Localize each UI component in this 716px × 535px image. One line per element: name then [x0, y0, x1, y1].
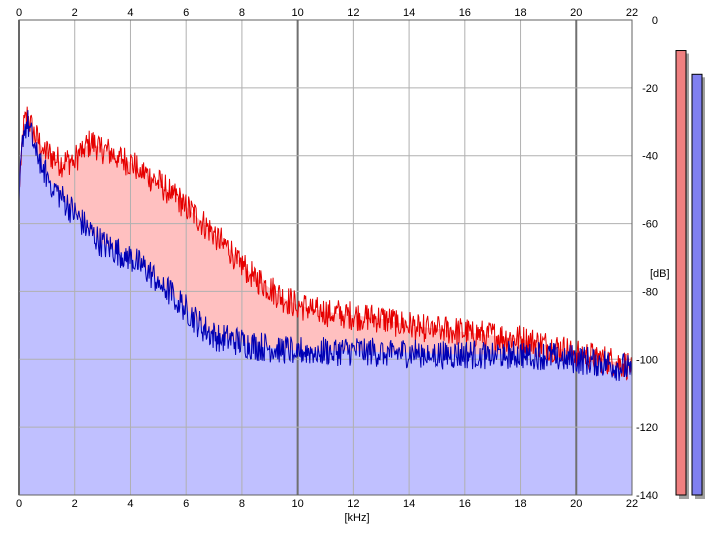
x-tick-label-top: 16: [459, 7, 471, 19]
series-line-0: [18, 106, 633, 381]
y-tick-label: -100: [636, 354, 658, 366]
spectrum-lines: [18, 106, 633, 382]
x-tick-label-top: 0: [16, 7, 22, 19]
spectrum-fills: [19, 115, 632, 496]
y-tick-label: -80: [642, 286, 658, 298]
plot-frame: [18, 19, 633, 496]
y-axis-label: [dB]: [650, 268, 670, 280]
x-tick-label: 10: [292, 498, 304, 510]
level-meters: [675, 50, 705, 500]
x-tick-label-top: 20: [570, 7, 582, 19]
x-tick-label: 22: [626, 498, 638, 510]
x-tick-label-top: 22: [626, 7, 638, 19]
level-meter-bar: [675, 50, 687, 496]
x-tick-label: 0: [16, 498, 22, 510]
y-tick-label: 0: [652, 15, 658, 27]
x-tick-label: 16: [459, 498, 471, 510]
x-tick-label: 6: [183, 498, 189, 510]
x-tick-label: 18: [514, 498, 526, 510]
series-line-1: [18, 110, 633, 382]
x-tick-label-top: 6: [183, 7, 189, 19]
x-tick-label: 12: [347, 498, 359, 510]
x-tick-label: 20: [570, 498, 582, 510]
plot-area: [18, 19, 633, 496]
y-tick-label: -40: [642, 151, 658, 163]
x-tick-label-top: 10: [292, 7, 304, 19]
x-tick-label-top: 18: [514, 7, 526, 19]
y-tick-label: -60: [642, 219, 658, 231]
x-tick-label-top: 12: [347, 7, 359, 19]
y-tick-label: -120: [636, 422, 658, 434]
x-tick-labels-bottom: 0 2 4 6 8 10 12 14 16 18 20 22: [16, 498, 638, 510]
x-tick-label: 4: [127, 498, 133, 510]
y-tick-labels: 0 -20 -40 -60 -80 -100 -120 -140: [636, 15, 658, 502]
x-tick-label: 8: [239, 498, 245, 510]
y-tick-label: -140: [636, 490, 658, 502]
x-tick-label-top: 2: [72, 7, 78, 19]
x-tick-label-top: 8: [239, 7, 245, 19]
x-tick-label-top: 4: [127, 7, 133, 19]
y-tick-label: -20: [642, 83, 658, 95]
x-axis-label: [kHz]: [344, 512, 369, 524]
level-meter-bar: [691, 73, 703, 496]
x-tick-labels-top: 0 2 4 6 8 10 12 14 16 18 20 22: [16, 7, 638, 19]
x-tick-label: 14: [403, 498, 415, 510]
x-tick-label: 2: [72, 498, 78, 510]
x-tick-label-top: 14: [403, 7, 415, 19]
series-fill-1: [19, 121, 632, 496]
